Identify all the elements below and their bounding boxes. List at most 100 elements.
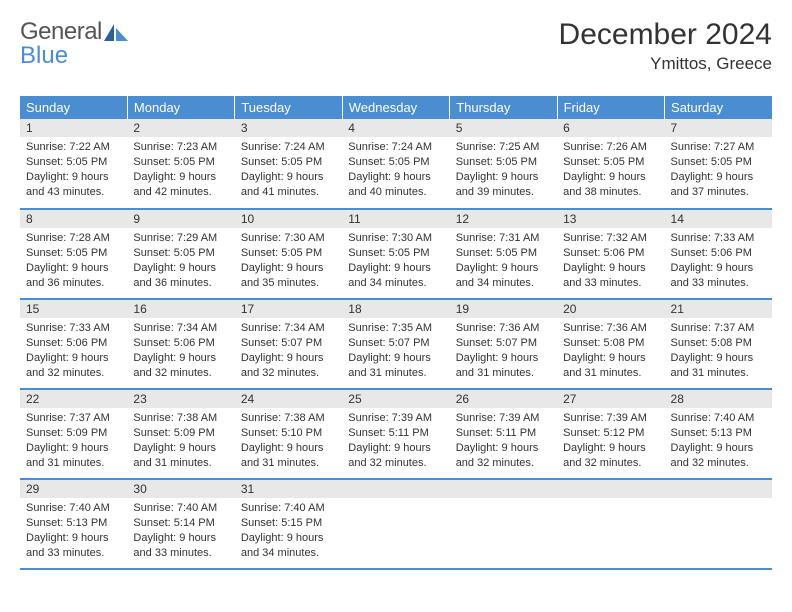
day-body: Sunrise: 7:36 AMSunset: 5:08 PMDaylight:… — [557, 318, 664, 383]
daylight-text: Daylight: 9 hours and 31 minutes. — [348, 351, 443, 381]
sunset-text: Sunset: 5:05 PM — [241, 155, 336, 170]
day-body — [450, 498, 557, 504]
sunrise-text: Sunrise: 7:25 AM — [456, 140, 551, 155]
sunrise-text: Sunrise: 7:24 AM — [241, 140, 336, 155]
calendar-day-cell: 26Sunrise: 7:39 AMSunset: 5:11 PMDayligh… — [450, 389, 557, 479]
day-number: 7 — [671, 121, 678, 135]
calendar-day-cell — [450, 479, 557, 569]
calendar-week-row: 8Sunrise: 7:28 AMSunset: 5:05 PMDaylight… — [20, 209, 772, 299]
day-body: Sunrise: 7:26 AMSunset: 5:05 PMDaylight:… — [557, 137, 664, 202]
day-body: Sunrise: 7:40 AMSunset: 5:14 PMDaylight:… — [127, 498, 234, 563]
day-number: 13 — [563, 212, 576, 226]
day-number-bar: 16 — [127, 300, 234, 318]
calendar-day-cell: 31 Sunrise: 7:40 AMSunset: 5:15 PMDayligh… — [235, 479, 342, 569]
calendar-week-row: 29Sunrise: 7:40 AMSunset: 5:13 PMDayligh… — [20, 479, 772, 569]
weekday-header: Saturday — [665, 96, 772, 119]
sunrise-text: Sunrise: 7:33 AM — [26, 321, 121, 336]
sunrise-text: Sunrise: 7:24 AM — [348, 140, 443, 155]
calendar-day-cell: 24 Sunrise: 7:38 AMSunset: 5:10 PMDayligh… — [235, 389, 342, 479]
day-number-bar: 4 — [342, 119, 449, 137]
day-number-bar: 14 — [665, 210, 772, 228]
day-body: Sunrise: 7:40 AMSunset: 5:13 PMDaylight:… — [665, 408, 772, 473]
day-number: 28 — [671, 392, 684, 406]
sunset-text: Sunset: 5:13 PM — [671, 426, 766, 441]
sunset-text: Sunset: 5:10 PM — [241, 426, 336, 441]
calendar-day-cell — [665, 479, 772, 569]
day-number: 30 — [133, 482, 146, 496]
calendar-week-row: 15Sunrise: 7:33 AMSunset: 5:06 PMDayligh… — [20, 299, 772, 389]
day-body: Sunrise: 7:37 AMSunset: 5:08 PMDaylight:… — [665, 318, 772, 383]
day-body: Sunrise: 7:31 AMSunset: 5:05 PMDaylight:… — [450, 228, 557, 293]
daylight-text: Daylight: 9 hours and 38 minutes. — [563, 170, 658, 200]
calendar-day-cell: 20Sunrise: 7:36 AMSunset: 5:08 PMDayligh… — [557, 299, 664, 389]
calendar-day-cell: 1Sunrise: 7:22 AMSunset: 5:05 PMDaylight… — [20, 119, 127, 209]
calendar-day-cell: 23Sunrise: 7:38 AMSunset: 5:09 PMDayligh… — [127, 389, 234, 479]
day-number-bar: 27 — [557, 390, 664, 408]
day-number: 31 — [241, 482, 254, 496]
day-number-bar: 13 — [557, 210, 664, 228]
sunrise-text: Sunrise: 7:32 AM — [563, 231, 658, 246]
calendar-week-row: 1Sunrise: 7:22 AMSunset: 5:05 PMDaylight… — [20, 119, 772, 209]
daylight-text: Daylight: 9 hours and 36 minutes. — [26, 261, 121, 291]
daylight-text: Daylight: 9 hours and 31 minutes. — [671, 351, 766, 381]
sunrise-text: Sunrise: 7:31 AM — [456, 231, 551, 246]
calendar-day-cell: 14Sunrise: 7:33 AMSunset: 5:06 PMDayligh… — [665, 209, 772, 299]
sunset-text: Sunset: 5:05 PM — [133, 246, 228, 261]
day-number: 4 — [348, 121, 355, 135]
day-number: 8 — [26, 212, 33, 226]
weekday-header: Thursday — [450, 96, 557, 119]
sunrise-text: Sunrise: 7:28 AM — [26, 231, 121, 246]
sunset-text: Sunset: 5:06 PM — [671, 246, 766, 261]
day-number-bar: 2 — [127, 119, 234, 137]
daylight-text: Daylight: 9 hours and 32 minutes. — [133, 351, 228, 381]
day-number: 24 — [241, 392, 254, 406]
day-number: 11 — [348, 212, 360, 226]
calendar-day-cell: 16Sunrise: 7:34 AMSunset: 5:06 PMDayligh… — [127, 299, 234, 389]
sunset-text: Sunset: 5:07 PM — [241, 336, 336, 351]
sunrise-text: Sunrise: 7:29 AM — [133, 231, 228, 246]
sunrise-text: Sunrise: 7:40 AM — [26, 501, 121, 516]
daylight-text: Daylight: 9 hours and 32 minutes. — [671, 441, 766, 471]
day-number: 26 — [456, 392, 469, 406]
daylight-text: Daylight: 9 hours and 41 minutes. — [241, 170, 336, 200]
sunset-text: Sunset: 5:05 PM — [671, 155, 766, 170]
day-number: 17 — [241, 302, 254, 316]
daylight-text: Daylight: 9 hours and 31 minutes. — [241, 441, 336, 471]
calendar-day-cell: 22Sunrise: 7:37 AMSunset: 5:09 PMDayligh… — [20, 389, 127, 479]
day-number: 2 — [133, 121, 140, 135]
sunrise-text: Sunrise: 7:39 AM — [348, 411, 443, 426]
day-number-bar: 1 — [20, 119, 127, 137]
day-body: Sunrise: 7:36 AMSunset: 5:07 PMDaylight:… — [450, 318, 557, 383]
day-number: 14 — [671, 212, 684, 226]
daylight-text: Daylight: 9 hours and 31 minutes. — [563, 351, 658, 381]
day-body: Sunrise: 7:35 AMSunset: 5:07 PMDaylight:… — [342, 318, 449, 383]
sunset-text: Sunset: 5:05 PM — [26, 246, 121, 261]
day-number-bar: 17 — [235, 300, 342, 318]
day-number-bar: 20 — [557, 300, 664, 318]
day-number-bar: 19 — [450, 300, 557, 318]
title-block: December 2024 Ymittos, Greece — [559, 18, 772, 74]
day-body — [342, 498, 449, 504]
day-body: Sunrise: 7:38 AMSunset: 5:09 PMDaylight:… — [127, 408, 234, 473]
daylight-text: Daylight: 9 hours and 33 minutes. — [26, 531, 121, 561]
logo-sail-icon — [104, 23, 128, 41]
daylight-text: Daylight: 9 hours and 33 minutes. — [133, 531, 228, 561]
calendar-day-cell: 4Sunrise: 7:24 AMSunset: 5:05 PMDaylight… — [342, 119, 449, 209]
sunset-text: Sunset: 5:08 PM — [563, 336, 658, 351]
day-number-bar: 12 — [450, 210, 557, 228]
calendar-day-cell: 2Sunrise: 7:23 AMSunset: 5:05 PMDaylight… — [127, 119, 234, 209]
day-number-bar — [557, 480, 664, 498]
day-body: Sunrise: 7:38 AMSunset: 5:10 PMDaylight:… — [235, 408, 342, 473]
sunset-text: Sunset: 5:05 PM — [26, 155, 121, 170]
day-body: Sunrise: 7:30 AMSunset: 5:05 PMDaylight:… — [235, 228, 342, 293]
sunrise-text: Sunrise: 7:30 AM — [241, 231, 336, 246]
day-body: Sunrise: 7:40 AMSunset: 5:15 PMDaylight:… — [235, 498, 342, 563]
location-label: Ymittos, Greece — [559, 54, 772, 74]
day-number: 1 — [26, 121, 33, 135]
daylight-text: Daylight: 9 hours and 33 minutes. — [671, 261, 766, 291]
day-body: Sunrise: 7:39 AMSunset: 5:11 PMDaylight:… — [342, 408, 449, 473]
daylight-text: Daylight: 9 hours and 36 minutes. — [133, 261, 228, 291]
calendar-day-cell: 28 Sunrise: 7:40 AMSunset: 5:13 PMDayligh… — [665, 389, 772, 479]
sunrise-text: Sunrise: 7:40 AM — [133, 501, 228, 516]
sunset-text: Sunset: 5:07 PM — [456, 336, 551, 351]
